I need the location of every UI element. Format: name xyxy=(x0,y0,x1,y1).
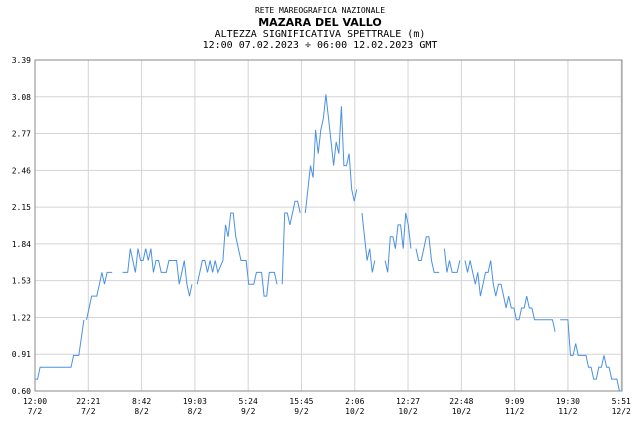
series-segment xyxy=(384,212,412,273)
series-segment xyxy=(415,236,440,273)
x-tick-time: 15:45 xyxy=(289,397,313,406)
y-tick-label: 3.39 xyxy=(12,56,31,65)
series-line xyxy=(35,94,622,392)
period-label: 12:00 07.02.2023 ÷ 06:00 12.02.2023 GMT xyxy=(202,40,438,51)
y-tick-label: 2.15 xyxy=(12,203,31,212)
station-title: MAZARA DEL VALLO xyxy=(258,16,382,29)
series-segment xyxy=(35,319,85,380)
x-tick-time: 5:24 xyxy=(239,397,258,406)
y-tick-label: 3.08 xyxy=(12,93,31,102)
x-tick-date: 9/2 xyxy=(294,407,309,416)
y-tick-label: 1.84 xyxy=(12,240,31,249)
y-tick-label: 2.46 xyxy=(12,166,31,175)
series-segment xyxy=(304,94,358,214)
x-tick-date: 10/2 xyxy=(345,407,364,416)
grid-lines xyxy=(34,59,622,392)
y-tick-label: 2.77 xyxy=(12,130,31,139)
x-tick-time: 12:27 xyxy=(396,397,420,406)
quantity-label: ALTEZZA SIGNIFICATIVA SPETTRALE (m) xyxy=(214,29,426,40)
series-segment xyxy=(361,212,376,273)
x-tick-date: 8/2 xyxy=(134,407,149,416)
x-tick-date: 12/2 xyxy=(612,407,631,416)
x-tick-time: 22:21 xyxy=(76,397,100,406)
y-tick-label: 0.60 xyxy=(12,387,31,396)
x-tick-time: 19:03 xyxy=(183,397,207,406)
x-axis: 12:007/222:217/28:428/219:038/25:249/215… xyxy=(23,397,631,416)
series-segment xyxy=(560,319,622,392)
chart-header: RETE MAREOGRAFICA NAZIONALE MAZARA DEL V… xyxy=(0,6,640,52)
y-tick-label: 0.91 xyxy=(12,350,31,359)
network-name: RETE MAREOGRAFICA NAZIONALE xyxy=(254,6,386,15)
x-tick-date: 10/2 xyxy=(398,407,417,416)
x-tick-time: 2:06 xyxy=(345,397,364,406)
x-tick-time: 22:48 xyxy=(449,397,473,406)
x-tick-date: 7/2 xyxy=(28,407,43,416)
x-tick-date: 8/2 xyxy=(188,407,203,416)
series-segment xyxy=(86,271,113,320)
x-tick-date: 7/2 xyxy=(81,407,96,416)
x-tick-date: 11/2 xyxy=(505,407,524,416)
x-tick-time: 12:00 xyxy=(23,397,47,406)
plot-frame xyxy=(34,59,623,392)
x-tick-date: 9/2 xyxy=(241,407,256,416)
series-segment xyxy=(196,212,278,297)
series-segment xyxy=(122,248,193,297)
x-tick-time: 9:09 xyxy=(505,397,524,406)
series-segment xyxy=(443,248,461,273)
series-segment xyxy=(281,200,301,285)
x-tick-date: 10/2 xyxy=(452,407,471,416)
x-tick-date: 11/2 xyxy=(558,407,577,416)
y-axis: 0.60 0.91 1.22 1.53 1.84 2.15 2.46 2.77 3.08 3.39 xyxy=(12,56,31,396)
x-tick-time: 19:30 xyxy=(556,397,580,406)
y-tick-label: 1.22 xyxy=(12,313,31,322)
y-tick-label: 1.53 xyxy=(12,277,31,286)
series-segment xyxy=(464,260,556,332)
x-tick-time: 8:42 xyxy=(132,397,151,406)
x-tick-time: 5:51 xyxy=(612,397,631,406)
